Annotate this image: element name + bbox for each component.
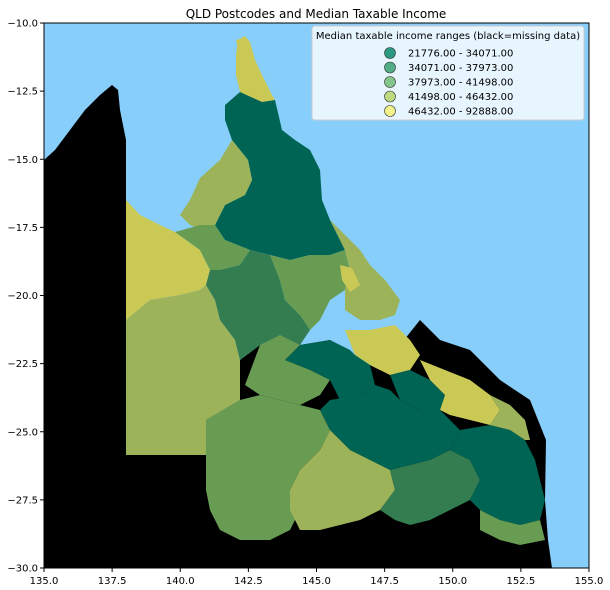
y-tick-label: −12.5: [7, 87, 38, 98]
region-cape-york-central: [215, 92, 345, 260]
region-central-west: [206, 250, 310, 360]
region-coastal-north: [340, 265, 360, 292]
region-gulf-islands: [80, 118, 100, 132]
region-west-olive: [126, 285, 240, 455]
legend-label: 37973.00 - 41498.00: [408, 78, 513, 89]
region-rockhampton: [390, 370, 445, 410]
region-cape-york-north: [236, 36, 275, 102]
legend-label: 34071.00 - 37973.00: [408, 63, 513, 74]
x-tick-label: 135.0: [30, 576, 59, 587]
y-axis: −10.0 −12.5 −15.0 −17.5 −20.0 −22.5 −25.0 −27.5…: [7, 19, 44, 575]
region-maranoa: [320, 385, 460, 470]
region-darling-downs: [380, 450, 480, 525]
region-barcaldine: [245, 335, 330, 405]
region-mackay: [345, 325, 420, 375]
legend-box: [311, 25, 585, 121]
legend-marker: [384, 105, 396, 117]
legend-label: 41498.00 - 46432.00: [408, 92, 513, 103]
region-mount-isa: [175, 225, 250, 270]
legend-title: Median taxable income ranges (black=miss…: [316, 31, 580, 42]
legend: Median taxable income ranges (black=miss…: [311, 25, 585, 121]
x-tick-label: 140.0: [166, 576, 195, 587]
x-axis: 135.0 137.5 140.0 142.5 145.0 147.5 150.0 152.5…: [30, 568, 604, 587]
legend-label: 21776.00 - 34071.00: [408, 49, 513, 60]
region-central-highlands: [285, 340, 375, 400]
region-sunshine-coast: [490, 395, 530, 440]
x-tick-label: 147.5: [370, 576, 399, 587]
region-townsville: [330, 220, 400, 320]
legend-marker: [384, 47, 396, 59]
y-tick-label: −17.5: [7, 223, 38, 234]
x-tick-label: 145.0: [302, 576, 331, 587]
x-tick-label: 150.0: [438, 576, 467, 587]
region-gulf-west: [180, 140, 252, 230]
y-tick-label: −20.0: [7, 291, 38, 302]
y-tick-label: −15.0: [7, 155, 38, 166]
region-south-east: [450, 425, 545, 525]
legend-marker: [384, 61, 396, 74]
region-torres-islands: [236, 38, 246, 48]
x-tick-label: 142.5: [234, 576, 263, 587]
region-channel-country: [206, 395, 330, 540]
legend-marker: [384, 90, 396, 103]
x-tick-label: 137.5: [98, 576, 127, 587]
y-tick-label: −22.5: [7, 359, 38, 370]
y-tick-label: −25.0: [7, 427, 38, 438]
region-north-central: [270, 250, 350, 330]
x-tick-label: 155.0: [575, 576, 604, 587]
y-tick-label: −30.0: [7, 564, 38, 575]
region-west-yellow: [126, 200, 210, 320]
region-brisbane: [480, 510, 545, 545]
region-south-olive: [290, 430, 395, 530]
legend-marker: [384, 76, 396, 88]
x-tick-label: 152.5: [507, 576, 536, 587]
legend-label: 46432.00 - 92888.00: [408, 107, 513, 118]
region-capricorn-coast: [420, 360, 500, 425]
y-tick-label: −27.5: [7, 495, 38, 506]
y-tick-label: −10.0: [7, 19, 38, 30]
map-title: QLD Postcodes and Median Taxable Income: [186, 7, 447, 21]
